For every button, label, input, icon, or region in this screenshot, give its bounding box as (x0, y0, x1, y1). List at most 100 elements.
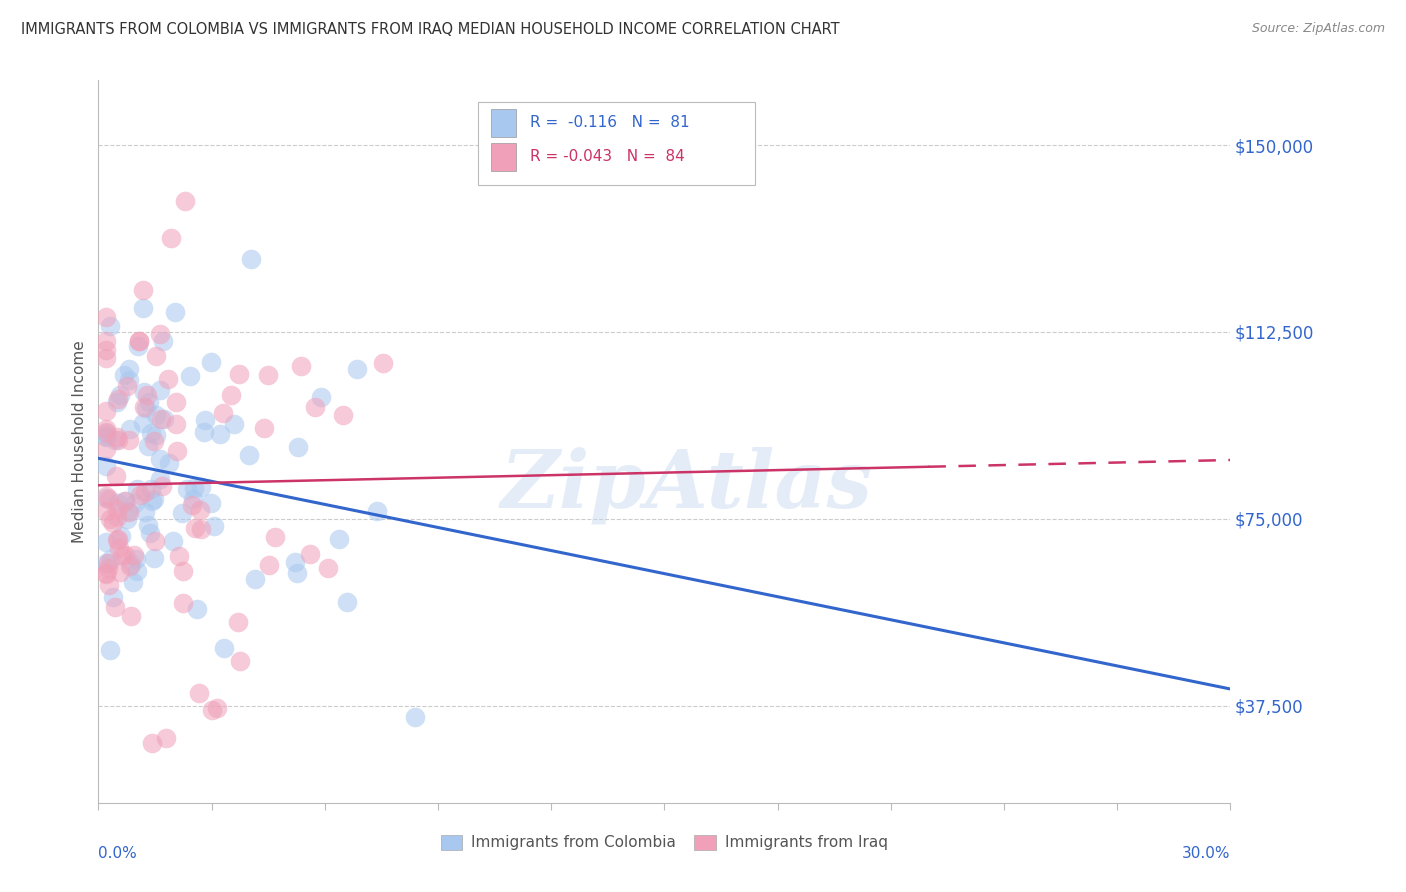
Point (174, 194, 197, 208)
Point (94, 566, 117, 581)
Point (104, 468, 127, 483)
Point (125, 552, 148, 566)
Point (228, 367, 250, 381)
Point (118, 373, 141, 387)
Point (143, 551, 166, 566)
Point (94, 489, 117, 503)
Point (170, 506, 193, 520)
Point (149, 326, 172, 341)
Point (142, 434, 165, 448)
Point (118, 361, 141, 376)
Point (160, 231, 183, 245)
Point (194, 413, 217, 427)
Point (212, 640, 235, 655)
Point (141, 482, 163, 496)
Point (150, 479, 173, 493)
Point (134, 504, 156, 518)
Point (165, 394, 187, 409)
Point (94, 334, 117, 348)
Point (373, 356, 395, 370)
Point (226, 615, 249, 630)
Point (98, 578, 121, 592)
Point (149, 472, 172, 486)
Point (97, 556, 120, 570)
Point (94, 425, 117, 440)
Text: ZipAtlas: ZipAtlas (501, 446, 873, 524)
Point (290, 359, 312, 374)
Point (118, 433, 141, 447)
Point (112, 368, 135, 383)
Point (94, 351, 117, 366)
Point (157, 372, 180, 386)
Point (264, 530, 287, 544)
FancyBboxPatch shape (491, 109, 516, 136)
Point (179, 368, 201, 383)
Point (94, 422, 117, 436)
Point (128, 334, 150, 348)
Point (176, 483, 198, 497)
Point (190, 480, 212, 494)
Point (122, 548, 145, 562)
Point (117, 504, 139, 518)
Point (152, 334, 174, 349)
Point (134, 485, 156, 500)
Text: R = -0.043   N =  84: R = -0.043 N = 84 (530, 149, 685, 164)
Point (366, 504, 388, 518)
Point (108, 387, 131, 401)
Point (208, 427, 231, 442)
Point (167, 549, 190, 563)
Point (257, 558, 280, 573)
Point (132, 283, 155, 297)
Point (183, 481, 205, 495)
Point (172, 596, 194, 610)
Point (138, 439, 160, 453)
Text: 30.0%: 30.0% (1182, 847, 1230, 861)
Point (222, 417, 245, 431)
Point (243, 572, 266, 586)
Point (104, 599, 127, 614)
Point (125, 482, 148, 496)
Point (257, 368, 280, 382)
Point (107, 495, 129, 509)
Point (284, 555, 307, 569)
Point (202, 519, 225, 533)
Point (124, 496, 146, 510)
Point (131, 416, 153, 430)
Point (114, 548, 136, 562)
Point (101, 516, 124, 530)
Point (211, 406, 233, 420)
Point (240, 252, 263, 266)
FancyBboxPatch shape (478, 102, 755, 185)
Point (150, 412, 173, 426)
Point (110, 566, 132, 580)
Point (107, 502, 129, 516)
Point (190, 522, 212, 536)
Point (107, 532, 129, 546)
Point (287, 566, 309, 580)
Point (94, 566, 117, 581)
Point (115, 512, 138, 526)
Point (98, 319, 121, 334)
Point (404, 710, 426, 724)
Point (97, 561, 120, 575)
Point (162, 534, 184, 549)
Point (94, 504, 117, 518)
Point (219, 388, 242, 402)
Point (141, 493, 163, 508)
Point (105, 430, 128, 444)
Point (201, 703, 224, 717)
Point (120, 608, 142, 623)
Point (94, 442, 117, 456)
Point (94, 429, 117, 443)
Point (180, 498, 202, 512)
Text: R =  -0.116   N =  81: R = -0.116 N = 81 (530, 115, 689, 129)
Point (120, 558, 142, 572)
Point (104, 434, 127, 448)
Point (125, 564, 148, 578)
Point (107, 434, 129, 448)
Point (129, 488, 152, 502)
Point (105, 533, 128, 548)
Point (163, 305, 186, 319)
Point (132, 385, 155, 400)
Point (107, 395, 129, 409)
